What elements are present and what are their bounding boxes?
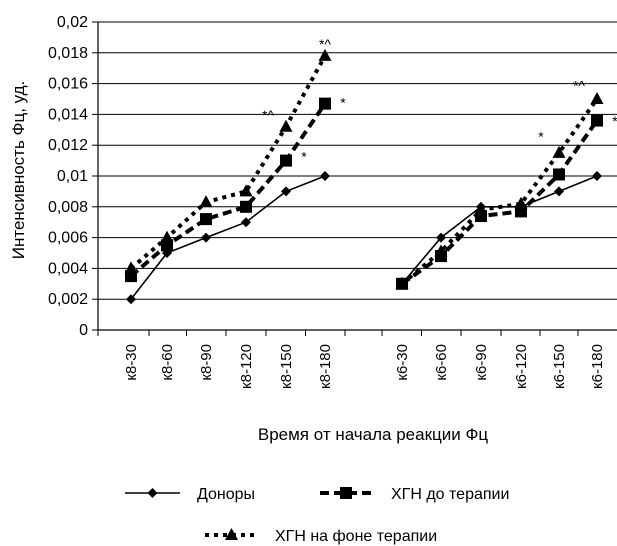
series-lines: [124, 48, 604, 305]
series-3: [124, 48, 604, 289]
significance-mark: *^: [262, 107, 274, 123]
y-tick-label: 0,02: [57, 14, 88, 31]
legend-marker: [225, 528, 238, 540]
y-tick-label: 0,014: [48, 106, 88, 123]
data-point: [160, 230, 174, 243]
series-line: [400, 97, 599, 286]
x-tick-label: к6-60: [433, 344, 450, 381]
series-line: [129, 54, 327, 270]
data-point: [552, 145, 566, 158]
y-tick-label: 0,018: [48, 45, 88, 62]
data-point: [553, 168, 565, 181]
x-tick-label: к6-120: [513, 344, 530, 389]
data-point: [201, 232, 211, 243]
data-point: [239, 184, 253, 197]
x-tick-label: к8-180: [317, 344, 334, 389]
y-tick-label: 0: [79, 322, 88, 339]
y-tick-label: 0,01: [57, 168, 88, 185]
y-tick-label: 0,012: [48, 137, 88, 154]
annotations: *^ * *^ * *^ * *: [262, 36, 617, 164]
data-point: [281, 186, 291, 197]
x-tick-label: к8-30: [123, 344, 140, 381]
legend-item-1: Доноры: [125, 486, 255, 503]
data-point: [199, 195, 213, 208]
significance-mark: *: [538, 129, 544, 145]
legend-item-2: ХГН до терапии: [320, 486, 509, 503]
x-tick-labels: к8-30 к8-60 к8-90 к8-120 к8-150 к8-180 к6-30 к6…: [123, 344, 606, 389]
x-tick-label: к6-90: [473, 344, 490, 381]
x-tick-label: к8-150: [278, 344, 295, 389]
significance-mark: *: [612, 113, 617, 129]
series-line: [129, 102, 327, 278]
data-point: [240, 200, 252, 213]
series-2: [125, 97, 603, 290]
data-point: [591, 114, 603, 127]
data-point: [200, 213, 212, 226]
significance-mark: *: [301, 149, 307, 165]
grid-lines: [98, 21, 617, 300]
data-point: [320, 171, 330, 181]
data-point: [590, 92, 604, 104]
data-point: [319, 97, 331, 110]
data-point: [318, 48, 332, 61]
data-point: [514, 196, 528, 209]
significance-mark: *^: [573, 78, 585, 94]
data-point: [280, 154, 292, 167]
x-tick-label: к6-150: [551, 344, 568, 389]
data-point: [126, 294, 136, 305]
x-tick-label: к6-30: [394, 344, 411, 381]
legend-marker: [340, 487, 352, 499]
series-line: [401, 175, 598, 285]
legend-label: ХГН на фоне терапии: [275, 528, 437, 545]
data-point: [554, 186, 564, 197]
x-axis-title: Время от начала реакции Фц: [258, 425, 489, 444]
legend: Доноры ХГН до терапии ХГН на фоне терапии: [125, 486, 509, 545]
legend-label: Доноры: [197, 486, 255, 503]
y-axis-title: Интенсивность Фц, уд.: [9, 81, 28, 259]
legend-label: ХГН до терапии: [391, 486, 509, 503]
axes: [92, 21, 617, 336]
x-tick-label: к6-180: [589, 344, 606, 389]
data-point: [124, 261, 138, 274]
data-point: [241, 217, 251, 228]
data-point: [434, 244, 448, 257]
y-tick-label: 0,006: [48, 230, 88, 247]
x-tick-label: к8-120: [238, 344, 255, 389]
y-tick-label: 0,008: [48, 199, 88, 216]
y-tick-label: 0,002: [48, 291, 88, 308]
y-tick-label: 0,004: [48, 260, 88, 277]
data-point: [474, 202, 488, 215]
data-point: [395, 276, 409, 289]
legend-marker: [147, 488, 158, 498]
legend-item-3: ХГН на фоне терапии: [205, 528, 437, 545]
data-point: [279, 119, 293, 132]
series-line: [130, 175, 326, 300]
data-point: [592, 171, 602, 181]
significance-mark: *^: [319, 36, 331, 52]
x-tick-label: к8-90: [198, 344, 215, 381]
y-tick-labels: 0 0,002 0,004 0,006 0,008 0,01 0,012 0,014 0,016…: [48, 14, 88, 339]
significance-mark: *: [340, 95, 346, 111]
x-tick-label: к8-60: [159, 344, 176, 381]
data-point: [436, 232, 446, 243]
y-tick-label: 0,016: [48, 76, 88, 93]
